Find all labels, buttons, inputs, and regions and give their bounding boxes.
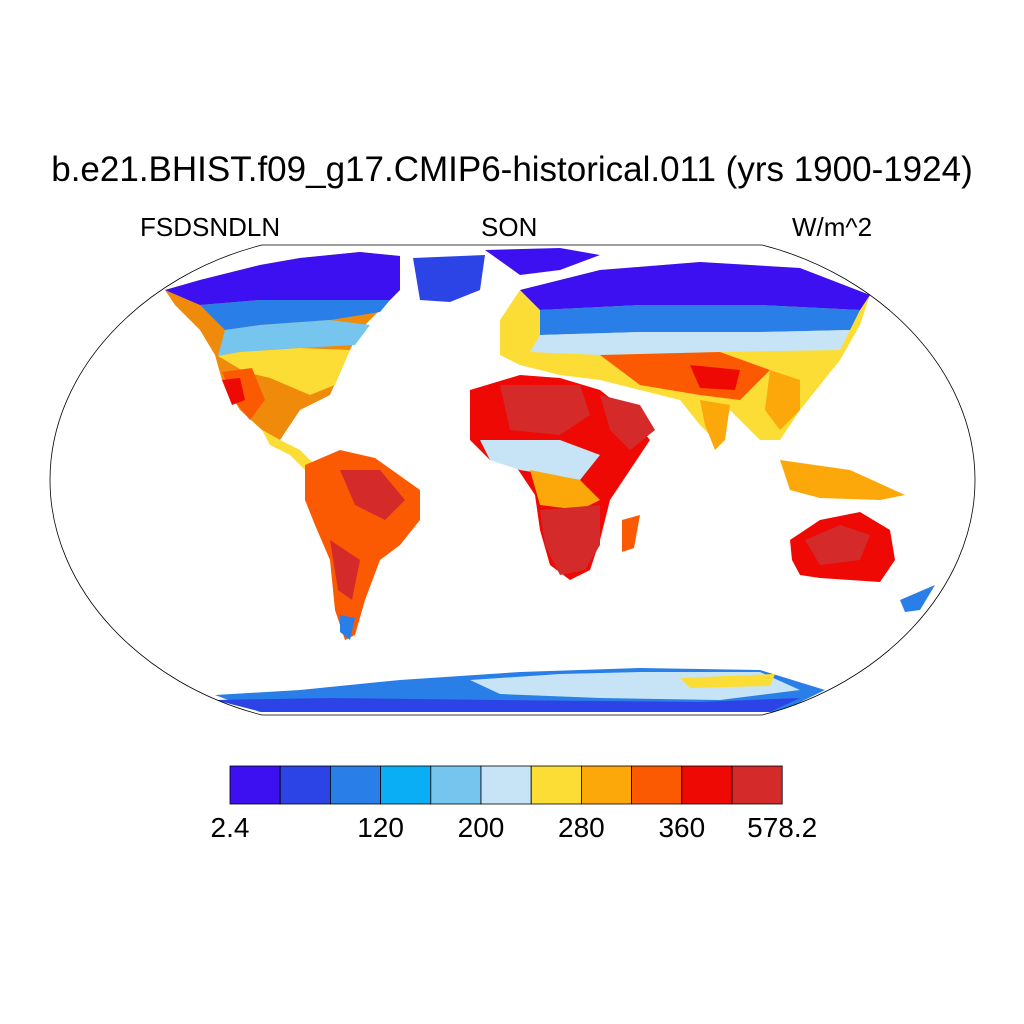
colorbar-tick-label: 2.4 xyxy=(210,812,250,843)
colorbar-swatch xyxy=(631,765,683,805)
colorbar-tick-label: 120 xyxy=(357,812,404,843)
map-boundary xyxy=(49,244,976,716)
units-label: W/m^2 xyxy=(792,212,873,242)
colorbar-swatch xyxy=(731,765,783,805)
colorbar xyxy=(229,765,783,805)
colorbar-swatch xyxy=(430,765,482,805)
colorbar-swatch xyxy=(581,765,633,805)
colorbar-swatch xyxy=(380,765,432,805)
colorbar-swatch xyxy=(329,765,381,805)
colorbar-swatch xyxy=(530,765,582,805)
colorbar-swatch xyxy=(229,765,281,805)
land-fields xyxy=(165,248,935,712)
variable-name: FSDSNDLN xyxy=(140,212,281,242)
colorbar-swatch xyxy=(681,765,733,805)
plot-title: b.e21.BHIST.f09_g17.CMIP6-historical.011… xyxy=(51,150,973,189)
colorbar-tick-label: 200 xyxy=(457,812,505,843)
colorbar-swatch xyxy=(480,765,532,805)
colorbar-tick-label: 578.2 xyxy=(747,812,818,843)
season-label: SON xyxy=(481,212,538,242)
colorbar-tick-label: 360 xyxy=(658,812,706,843)
colorbar-swatch xyxy=(279,765,331,805)
colorbar-tick-label: 280 xyxy=(558,812,605,843)
